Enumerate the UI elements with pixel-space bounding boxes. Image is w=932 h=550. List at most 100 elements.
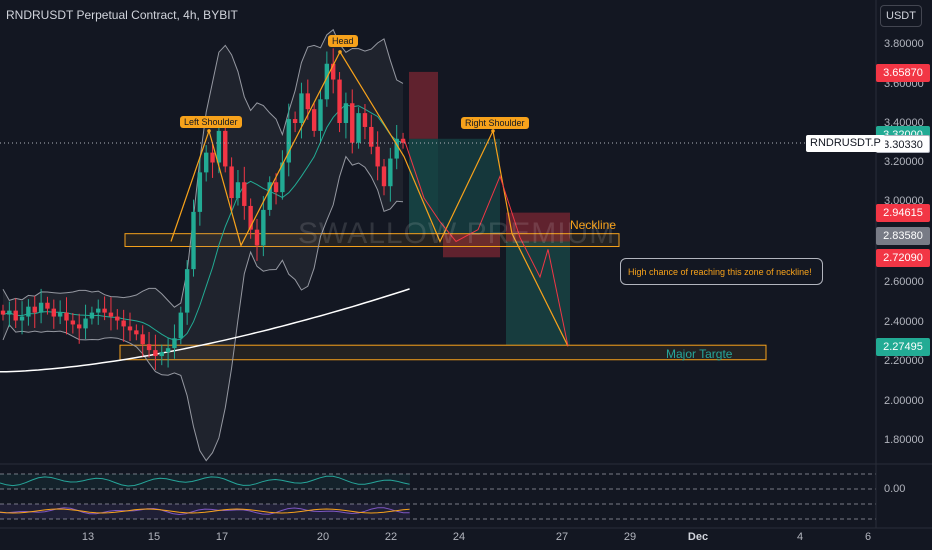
price-axis-label: 2.40000 xyxy=(884,316,924,328)
time-axis-label: 22 xyxy=(384,531,398,543)
candle-body xyxy=(299,93,304,123)
candle-body xyxy=(375,146,380,167)
head-label: Head xyxy=(328,35,358,47)
candle-body xyxy=(248,205,253,230)
candle-body xyxy=(324,63,330,100)
pattern-pivot xyxy=(207,129,211,133)
candle-body xyxy=(108,312,114,317)
left-shoulder-label: Left Shoulder xyxy=(180,116,242,128)
neckline-label: Neckline xyxy=(570,218,617,232)
candle-body xyxy=(127,326,133,331)
candle-body xyxy=(178,312,183,339)
currency-selector[interactable]: USDT xyxy=(880,5,922,27)
candle-body xyxy=(350,103,355,143)
time-axis-label: 15 xyxy=(147,531,161,543)
candle-body xyxy=(45,302,50,309)
stop-loss-zone[interactable] xyxy=(443,233,500,258)
indicator-axis-label: 0.00 xyxy=(884,483,906,495)
price-badge-neckline-lower: 2.72090 xyxy=(876,249,930,267)
candle-body xyxy=(337,79,342,123)
candle-body xyxy=(388,158,393,187)
price-badge-current: 3.30330 xyxy=(876,135,930,153)
candle-body xyxy=(292,119,298,123)
target-zone[interactable] xyxy=(119,344,767,361)
candle-body xyxy=(96,308,101,313)
time-axis-label: Dec xyxy=(687,531,709,543)
candlestick-series xyxy=(0,48,406,370)
time-axis-label: 29 xyxy=(623,531,637,543)
indicator2-fill xyxy=(0,504,410,519)
candle-body xyxy=(19,316,25,321)
candle-body xyxy=(394,138,399,159)
note-callout: High chance of reaching this zone of nec… xyxy=(620,258,823,285)
candle-body xyxy=(89,312,95,319)
candle-body xyxy=(223,130,228,167)
candle-body xyxy=(362,113,368,127)
candle-body xyxy=(400,138,406,143)
candle-body xyxy=(51,308,56,317)
candle-body xyxy=(381,166,387,187)
price-badge-target: 2.27495 xyxy=(876,338,930,356)
time-axis-label: 17 xyxy=(215,531,229,543)
candle-body xyxy=(197,172,203,212)
candle-body xyxy=(172,338,177,349)
symbol-tag: RNDRUSDT.P xyxy=(806,135,885,152)
candle-body xyxy=(0,310,6,315)
pattern-pivot xyxy=(491,129,495,133)
take-profit-zone[interactable] xyxy=(438,138,500,234)
candle-body xyxy=(77,324,82,329)
watermark: SWALLOW PREMIUM xyxy=(298,217,616,250)
bollinger-lower-line xyxy=(2,155,404,462)
candle-body xyxy=(146,344,152,351)
candle-body xyxy=(70,320,76,325)
candle-body xyxy=(286,119,291,163)
projected-path[interactable] xyxy=(403,138,569,347)
candle-body xyxy=(115,316,120,321)
take-profit-zone[interactable] xyxy=(409,138,438,234)
neckline-zone[interactable] xyxy=(124,233,620,248)
candle-body xyxy=(121,320,126,327)
price-axis-label: 2.60000 xyxy=(884,276,924,288)
candle-body xyxy=(343,103,349,123)
bollinger-band-fill xyxy=(3,29,403,461)
price-badge-neckline-upper: 2.94615 xyxy=(876,204,930,222)
candle-body xyxy=(26,306,31,317)
time-axis-label: 20 xyxy=(316,531,330,543)
candle-body xyxy=(267,182,272,210)
candle-body xyxy=(7,310,12,315)
price-axis-label: 3.20000 xyxy=(884,156,924,168)
candle-body xyxy=(159,352,164,357)
bollinger-basis-line xyxy=(2,103,404,341)
time-axis-label: 4 xyxy=(796,531,804,543)
price-axis-label: 2.20000 xyxy=(884,355,924,367)
time-axis-label: 24 xyxy=(452,531,466,543)
candle-body xyxy=(153,350,158,357)
oscillator2-signal xyxy=(0,508,410,514)
price-badge-neckline-mid: 2.83580 xyxy=(876,227,930,245)
candle-body xyxy=(191,211,196,270)
price-axis-label: 3.80000 xyxy=(884,38,924,50)
candle-body xyxy=(102,308,107,313)
head-shoulders-pattern[interactable] xyxy=(170,50,569,347)
candle-body xyxy=(235,182,241,199)
candle-body xyxy=(242,182,247,206)
candle-body xyxy=(273,182,279,193)
candle-body xyxy=(204,152,209,173)
candle-body xyxy=(305,93,310,110)
candle-body xyxy=(369,126,374,147)
stop-loss-zone[interactable] xyxy=(409,71,438,139)
time-axis-label: 27 xyxy=(555,531,569,543)
candle-body xyxy=(356,113,361,143)
price-axis-label: 1.80000 xyxy=(884,434,924,446)
candle-body xyxy=(261,209,266,246)
target-label: Major Targte xyxy=(666,347,733,361)
candle-body xyxy=(13,310,18,321)
oscillator2-line xyxy=(0,507,410,516)
indicator-fill xyxy=(0,474,410,489)
candle-body xyxy=(216,130,222,163)
candle-body xyxy=(331,63,336,80)
candle-body xyxy=(64,312,69,321)
candle-body xyxy=(38,302,44,313)
price-badge-stop: 3.65870 xyxy=(876,64,930,82)
